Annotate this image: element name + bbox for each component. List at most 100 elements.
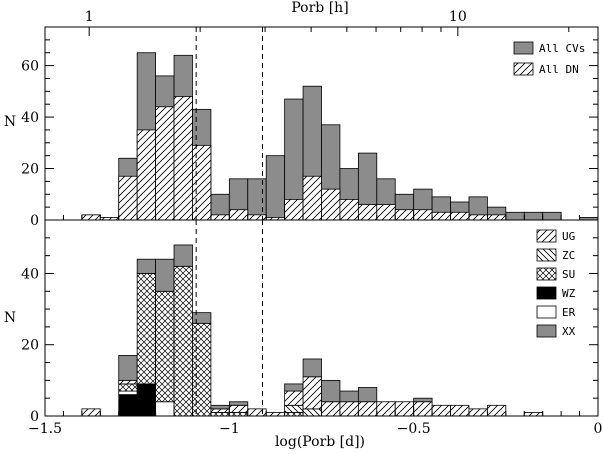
bar-all-dn-4 bbox=[155, 106, 175, 221]
bar-ug-9 bbox=[247, 408, 267, 417]
y-tick-label: 0 bbox=[30, 409, 39, 425]
bar-su-3 bbox=[136, 273, 157, 385]
bar-all-cvs-24 bbox=[523, 211, 544, 221]
x-axis-label: log(Porb [d]) bbox=[275, 434, 365, 450]
bar-all-dn-6 bbox=[192, 144, 212, 221]
bar-su-5 bbox=[173, 265, 193, 417]
bar-xx-11 bbox=[284, 383, 304, 392]
bottom-bars bbox=[45, 244, 598, 417]
top-y-axis-label: N bbox=[4, 114, 16, 130]
bar-su-2 bbox=[118, 383, 138, 392]
legend-swatch-su bbox=[536, 267, 557, 281]
bar-ug-0 bbox=[81, 408, 101, 417]
bar-all-dn-7 bbox=[210, 214, 230, 221]
bar-xx-12 bbox=[302, 358, 322, 378]
bar-all-dn-15 bbox=[357, 204, 378, 221]
top-axis-label: Porb [h] bbox=[291, 0, 348, 16]
legend-label-all-cvs: All CVs bbox=[539, 42, 585, 55]
bar-xx-15 bbox=[357, 387, 378, 403]
x-tick-label: −1.5 bbox=[28, 421, 62, 437]
bar-ug-20 bbox=[450, 404, 470, 417]
bar-ug-13 bbox=[321, 401, 341, 417]
bar-xx-7 bbox=[210, 404, 230, 410]
bar-ug-8 bbox=[228, 404, 249, 413]
legend-swatch-all-dn bbox=[513, 62, 534, 76]
y-tick-label: 20 bbox=[21, 338, 39, 354]
top-axis-tick-label: 1 bbox=[85, 9, 94, 25]
bottom-legend: UG ZC SU WZ ER XX bbox=[536, 229, 576, 338]
bar-su-8 bbox=[228, 412, 249, 417]
bar-all-dn-21 bbox=[468, 214, 488, 221]
bar-ug-16 bbox=[376, 401, 396, 417]
bar-all-dn-8 bbox=[228, 209, 249, 221]
bar-xx-13 bbox=[321, 379, 341, 403]
top-axis-tick-label: 10 bbox=[449, 9, 467, 25]
bar-wz-2 bbox=[118, 394, 138, 417]
top-panel: 0 20 40 60 1 10 Porb [h] N All CVs All DN bbox=[4, 0, 599, 229]
legend-label-all-dn: All DN bbox=[539, 63, 579, 76]
bottom-vertical-lines bbox=[195, 220, 264, 416]
bar-ug-15 bbox=[357, 401, 378, 417]
bar-all-dn-2 bbox=[118, 175, 138, 221]
x-tick-label: −0.5 bbox=[397, 421, 431, 437]
bar-ug-24 bbox=[523, 412, 544, 417]
bar-xx-18 bbox=[413, 397, 433, 403]
bar-su-7 bbox=[210, 412, 230, 417]
bar-ug-12 bbox=[302, 376, 322, 410]
bar-xx-5 bbox=[173, 244, 193, 267]
bar-xx-6 bbox=[192, 312, 212, 324]
top-axis-ticks: 1 10 bbox=[85, 9, 570, 36]
bar-all-cvs-25 bbox=[542, 211, 562, 221]
bar-er-2 bbox=[118, 390, 138, 396]
bar-all-dn-19 bbox=[431, 211, 451, 221]
bar-xx-3 bbox=[136, 258, 157, 274]
y-tick-label: 20 bbox=[21, 162, 39, 178]
bar-all-cvs-9 bbox=[247, 178, 267, 221]
x-tick-label: 0 bbox=[594, 421, 603, 437]
y-tick-label: 40 bbox=[21, 110, 39, 126]
bar-ug-17 bbox=[394, 401, 415, 417]
bar-all-dn-0 bbox=[81, 214, 101, 221]
bar-all-dn-17 bbox=[394, 209, 415, 221]
bar-ug-2 bbox=[118, 379, 138, 385]
legend-label-su: SU bbox=[562, 268, 575, 281]
legend-swatch-wz bbox=[536, 286, 557, 300]
bar-ug-18 bbox=[413, 401, 433, 417]
bar-xx-2 bbox=[118, 355, 138, 381]
bar-xx-4 bbox=[155, 258, 175, 292]
bottom-y-axis-label: N bbox=[4, 310, 16, 326]
bar-all-dn-22 bbox=[486, 214, 507, 221]
legend-swatch-ug bbox=[536, 229, 557, 243]
legend-label-zc: ZC bbox=[562, 249, 575, 262]
bar-ug-7 bbox=[210, 408, 230, 413]
bar-all-cvs-23 bbox=[505, 211, 525, 221]
bar-all-dn-9 bbox=[247, 214, 267, 221]
bar-wz-3 bbox=[136, 383, 157, 417]
legend-label-wz: WZ bbox=[562, 287, 576, 300]
bar-all-dn-12 bbox=[302, 175, 322, 221]
bar-all-dn-16 bbox=[376, 204, 396, 221]
top-x-ticks bbox=[44, 211, 599, 220]
bar-su-11 bbox=[284, 412, 304, 417]
legend-swatch-zc bbox=[536, 248, 557, 262]
legend-label-er: ER bbox=[562, 306, 576, 319]
bar-ug-19 bbox=[431, 404, 451, 417]
bar-ug-10 bbox=[265, 412, 286, 417]
bar-zc-12 bbox=[302, 408, 322, 417]
y-tick-label: 40 bbox=[21, 266, 39, 282]
bar-all-dn-14 bbox=[339, 199, 359, 221]
bar-su-4 bbox=[155, 290, 175, 403]
bar-ug-11 bbox=[284, 390, 304, 406]
bar-all-dn-20 bbox=[450, 211, 470, 221]
legend-swatch-er bbox=[536, 305, 557, 319]
bar-all-dn-13 bbox=[321, 188, 341, 221]
bar-zc-11 bbox=[284, 404, 304, 413]
bar-all-dn-18 bbox=[413, 209, 433, 221]
top-bars bbox=[45, 52, 599, 221]
legend-swatch-xx bbox=[536, 324, 557, 338]
bar-ug-22 bbox=[486, 404, 507, 417]
bar-all-dn-5 bbox=[173, 96, 193, 221]
bottom-panel: 0 20 40 −1.5 −1 −0.5 0 log(Porb [d]) N UG ZC SU… bbox=[4, 219, 603, 450]
bar-er-4 bbox=[155, 401, 175, 417]
